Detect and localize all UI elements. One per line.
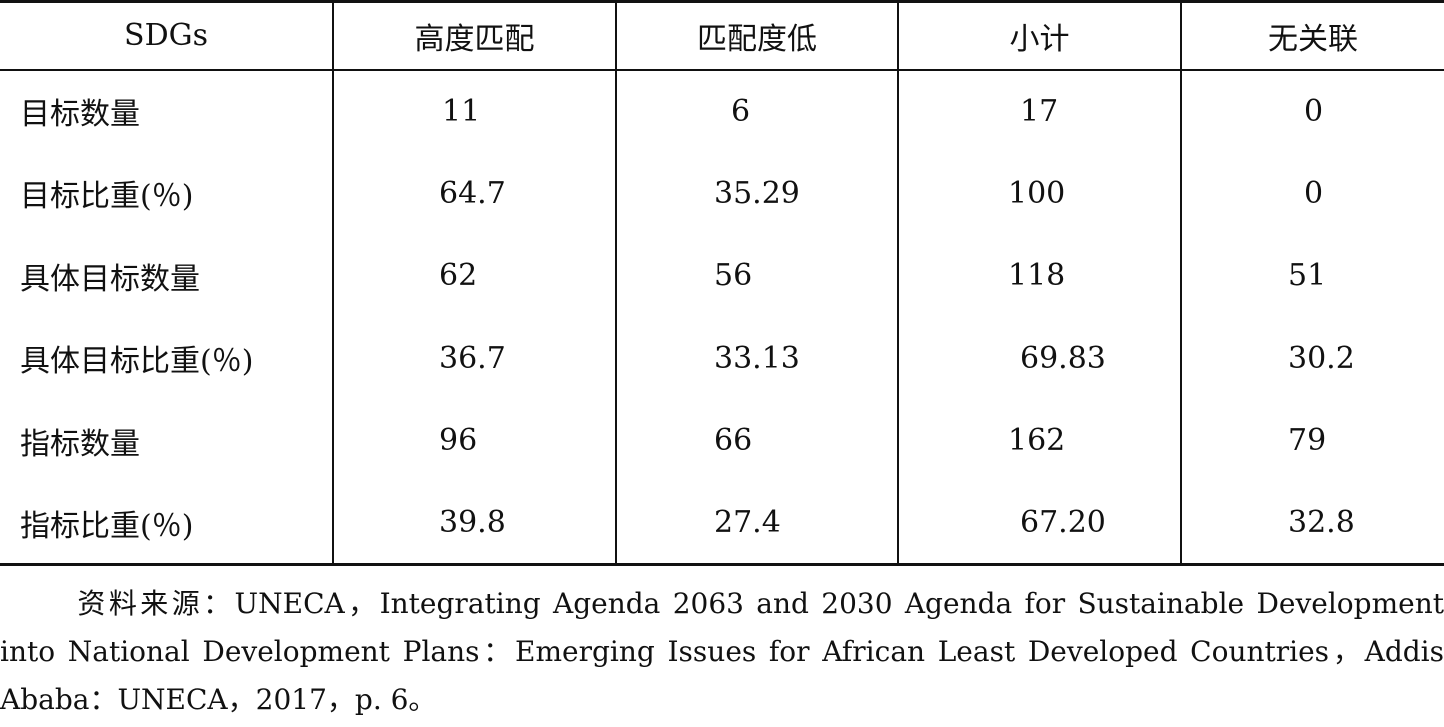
header-row: SDGs 高度匹配 匹配度低 小计 无关联 <box>0 0 1444 71</box>
row-label: 具体目标数量 <box>20 261 200 297</box>
table-row: 目标数量 11 6 17 0 <box>0 69 1444 152</box>
table-row: 指标比重(％) 39.8 27.4 67.20 32.8 <box>0 482 1444 566</box>
cell-subtotal: 100 <box>897 152 1181 235</box>
row-label: 目标数量 <box>20 97 140 133</box>
cell-low-match: 35.29 <box>615 152 898 235</box>
source-note: 资料来源：UNECA，Integrating Agenda 2063 and 2… <box>0 580 1444 724</box>
cell-unrelated: 30.2 <box>1180 317 1444 400</box>
cell-low-match: 66 <box>615 399 898 482</box>
cell-subtotal: 162 <box>897 399 1181 482</box>
row-label: 指标比重(％) <box>0 482 333 566</box>
source-text: 资料来源：UNECA，Integrating Agenda 2063 and 2… <box>0 587 1444 716</box>
cell-subtotal: 118 <box>897 234 1181 317</box>
row-label: 目标比重(％) <box>20 179 194 215</box>
cell-subtotal: 69.83 <box>897 317 1181 400</box>
cell-unrelated: 32.8 <box>1180 482 1444 566</box>
cell-low-match: 6 <box>615 69 898 152</box>
table-body: 目标数量 11 6 17 0 目标比重(％) 64.7 35.29 100 0 … <box>0 69 1444 566</box>
row-label: 具体目标比重(％) <box>20 344 254 380</box>
table-row: 具体目标比重(％) 36.7 33.13 69.83 30.2 <box>0 317 1444 400</box>
sdg-alignment-table: SDGs 高度匹配 匹配度低 小计 无关联 目标数量 11 6 17 0 目标比… <box>0 0 1444 566</box>
table-row: 指标数量 96 66 162 79 <box>0 399 1444 482</box>
cell-unrelated: 51 <box>1180 234 1444 317</box>
table-row: 具体目标数量 62 56 118 51 <box>0 234 1444 317</box>
cell-low-match: 56 <box>615 234 898 317</box>
cell-high-match: 96 <box>332 399 616 482</box>
cell-high-match: 11 <box>332 69 616 152</box>
header-cell-low-match: 匹配度低 <box>615 0 898 71</box>
cell-unrelated: 0 <box>1180 69 1444 152</box>
cell-high-match: 39.8 <box>332 482 616 566</box>
header-cell-sdgs: SDGs <box>0 0 333 71</box>
cell-unrelated: 79 <box>1180 399 1444 482</box>
sdg-alignment-table-container: SDGs 高度匹配 匹配度低 小计 无关联 目标数量 11 6 17 0 目标比… <box>0 0 1444 566</box>
cell-subtotal: 67.20 <box>897 482 1181 566</box>
header-cell-subtotal: 小计 <box>897 0 1181 71</box>
cell-low-match: 33.13 <box>615 317 898 400</box>
cell-high-match: 36.7 <box>332 317 616 400</box>
cell-unrelated: 0 <box>1180 152 1444 235</box>
header-cell-unrelated: 无关联 <box>1180 0 1444 71</box>
cell-high-match: 62 <box>332 234 616 317</box>
row-label: 指标数量 <box>20 426 140 462</box>
header-cell-high-match: 高度匹配 <box>332 0 616 71</box>
table-row: 目标比重(％) 64.7 35.29 100 0 <box>0 152 1444 235</box>
table-header: SDGs 高度匹配 匹配度低 小计 无关联 <box>0 0 1444 71</box>
cell-subtotal: 17 <box>897 69 1181 152</box>
cell-high-match: 64.7 <box>332 152 616 235</box>
cell-low-match: 27.4 <box>615 482 898 566</box>
